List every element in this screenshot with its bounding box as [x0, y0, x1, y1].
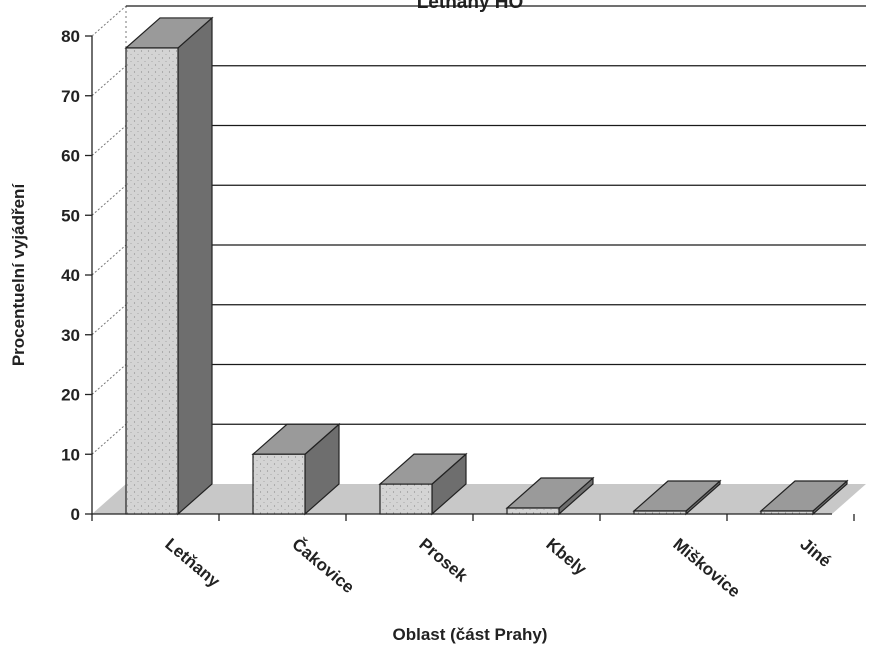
- x-category-label: Prosek: [415, 535, 471, 586]
- x-category-label: Letňany: [161, 535, 224, 592]
- y-tick-label: 80: [61, 27, 80, 46]
- bar-front-face: [760, 510, 814, 515]
- gridline-diagonal: [91, 5, 127, 37]
- gridline-diagonal: [91, 184, 127, 216]
- y-axis-label: Procentuelní vyjádření: [9, 183, 28, 367]
- y-axis: 0 10 20 30 40 50 60 70 80: [61, 27, 855, 524]
- y-tick-label: 20: [61, 386, 80, 405]
- gridlines: [91, 5, 866, 484]
- y-tick-label: 60: [61, 147, 80, 166]
- bars: [124, 16, 849, 516]
- bar-front-face: [633, 510, 687, 515]
- chart-floor: [92, 484, 866, 514]
- gridline-diagonal: [91, 244, 127, 276]
- bar-side-face: [177, 16, 213, 516]
- gridline-diagonal: [91, 125, 127, 156]
- y-tick-label: 70: [61, 87, 80, 106]
- bar: [632, 479, 722, 516]
- x-axis-category-labels: Letňany Čakovice Prosek Kbely Miškovice Jiné: [161, 535, 834, 602]
- x-category-label: Kbely: [542, 535, 590, 580]
- y-tick-label: 40: [61, 266, 80, 285]
- y-tick-label: 50: [61, 206, 80, 225]
- bar: [124, 16, 214, 516]
- gridline-diagonal: [91, 65, 127, 97]
- bar: [505, 476, 595, 516]
- y-tick-label: 30: [61, 326, 80, 345]
- y-tick-label: 0: [71, 505, 80, 524]
- bar-front-face: [379, 483, 433, 515]
- y-tick-label: 10: [61, 445, 80, 464]
- gridline-diagonal: [91, 423, 127, 455]
- floor-plane: [92, 484, 866, 514]
- x-category-label: Čakovice: [288, 535, 357, 598]
- x-category-label: Miškovice: [669, 535, 743, 602]
- bar-front-face: [506, 507, 560, 515]
- bar-front-face: [252, 453, 306, 515]
- x-category-label: Jiné: [796, 535, 834, 571]
- bar: [759, 479, 849, 516]
- bar: [251, 422, 341, 516]
- bar: [378, 452, 468, 516]
- x-axis-label: Oblast (část Prahy): [393, 625, 548, 644]
- bar-front-face: [125, 47, 179, 515]
- gridline-diagonal: [91, 364, 127, 395]
- gridline-diagonal: [91, 304, 127, 336]
